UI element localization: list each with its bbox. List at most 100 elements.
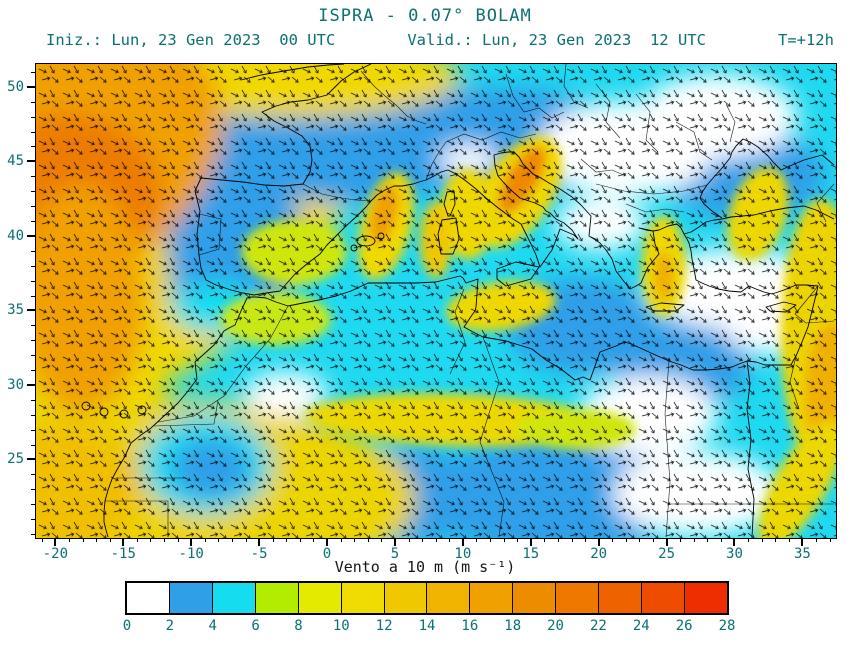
y-tick bbox=[27, 85, 35, 88]
colorbar-tick-label: 6 bbox=[251, 618, 260, 634]
x-tick-label: 10 bbox=[454, 546, 472, 562]
x-tick bbox=[367, 538, 369, 542]
colorbar-tick-label: 20 bbox=[547, 618, 564, 634]
x-tick bbox=[761, 538, 763, 542]
x-tick bbox=[612, 538, 614, 542]
x-tick bbox=[476, 538, 478, 542]
y-tick bbox=[27, 160, 35, 163]
x-tick bbox=[490, 538, 491, 542]
y-tick-label: 35 bbox=[7, 302, 24, 319]
colorbar-segment bbox=[383, 583, 427, 613]
colorbar-tick-label: 2 bbox=[165, 618, 175, 634]
y-tick bbox=[31, 429, 35, 431]
colorbar-segment bbox=[297, 583, 341, 613]
colorbar-segment bbox=[340, 583, 384, 613]
latitude-axis: 25 30 35 40 45 50 bbox=[0, 63, 35, 539]
x-tick-label: 30 bbox=[726, 546, 743, 562]
colorbar-tick-label: 8 bbox=[294, 618, 303, 634]
map-canvas bbox=[35, 63, 837, 539]
x-tick bbox=[461, 538, 464, 546]
y-tick bbox=[31, 146, 35, 148]
y-tick bbox=[31, 295, 35, 297]
x-tick bbox=[177, 538, 179, 542]
y-tick bbox=[31, 206, 35, 208]
colorbar-segment bbox=[641, 583, 684, 613]
colorbar-ticks: 0 2 4 6 8 10 12 14 16 18 20 22 24 26 28 bbox=[123, 618, 736, 638]
x-tick bbox=[190, 538, 193, 546]
x-tick bbox=[272, 538, 274, 542]
x-tick bbox=[408, 538, 410, 542]
x-tick bbox=[503, 538, 505, 542]
y-tick bbox=[31, 489, 35, 491]
x-tick-label: -10 bbox=[178, 546, 204, 562]
colorbar-segment bbox=[168, 583, 212, 613]
x-tick bbox=[164, 538, 166, 542]
longitude-axis: -20 -15 -10 -5 0 5 10 15 20 25 30 35 bbox=[35, 538, 837, 566]
colorbar-tick-label: 28 bbox=[718, 618, 736, 634]
x-tick bbox=[449, 538, 451, 542]
x-tick bbox=[529, 538, 532, 546]
y-tick-label: 25 bbox=[7, 451, 24, 468]
y-tick bbox=[31, 474, 35, 476]
wind-arrows-layer bbox=[36, 64, 836, 538]
colorbar-segment bbox=[469, 583, 513, 613]
x-tick bbox=[150, 538, 152, 542]
y-tick bbox=[31, 221, 35, 222]
init-time-label: Iniz.: Lun, 23 Gen 2023 00 UTC bbox=[46, 31, 336, 49]
x-tick bbox=[680, 538, 682, 542]
x-tick bbox=[829, 538, 831, 542]
x-tick bbox=[733, 538, 736, 546]
y-tick bbox=[31, 399, 35, 401]
y-tick bbox=[31, 116, 35, 118]
wind-field-map bbox=[36, 64, 836, 538]
colorbar-segment bbox=[598, 583, 642, 613]
x-tick bbox=[218, 538, 220, 542]
y-tick bbox=[31, 71, 35, 73]
x-tick bbox=[788, 538, 790, 542]
x-tick bbox=[707, 538, 709, 542]
run-info-bar: Iniz.: Lun, 23 Gen 2023 00 UTC Valid.: L… bbox=[46, 31, 834, 49]
colorbar-tick-label: 10 bbox=[332, 618, 350, 634]
colorbar-segment bbox=[555, 583, 599, 613]
x-tick-label: -15 bbox=[110, 546, 136, 562]
y-tick bbox=[31, 444, 35, 446]
colorbar-tick-label: 12 bbox=[375, 618, 393, 634]
x-tick bbox=[517, 538, 519, 542]
x-tick bbox=[625, 538, 627, 542]
x-tick bbox=[326, 538, 329, 546]
x-tick bbox=[720, 538, 722, 542]
y-tick bbox=[27, 234, 35, 237]
y-tick bbox=[31, 325, 35, 327]
y-tick bbox=[31, 131, 35, 133]
colorbar-segment bbox=[127, 583, 169, 613]
forecast-step-label: T=+12h bbox=[777, 31, 834, 49]
x-tick bbox=[258, 538, 261, 546]
colorbar-segment bbox=[211, 583, 255, 613]
x-tick bbox=[245, 538, 247, 542]
x-tick bbox=[68, 538, 70, 542]
colorbar-tick-label: 18 bbox=[504, 618, 522, 634]
x-tick bbox=[585, 538, 587, 542]
x-tick bbox=[340, 538, 342, 542]
y-tick-label: 50 bbox=[7, 78, 24, 95]
x-tick bbox=[381, 538, 383, 542]
y-tick bbox=[31, 191, 35, 193]
colorbar-tick-label: 24 bbox=[632, 618, 650, 634]
x-tick bbox=[204, 538, 206, 542]
y-tick-label: 30 bbox=[7, 376, 24, 393]
y-tick bbox=[31, 504, 35, 506]
x-tick bbox=[41, 538, 43, 542]
x-tick-label: 25 bbox=[658, 546, 676, 562]
colorbar-segment bbox=[254, 583, 298, 613]
x-tick bbox=[82, 538, 84, 542]
x-tick bbox=[435, 538, 437, 542]
colorbar bbox=[125, 581, 729, 615]
y-tick-label: 40 bbox=[7, 227, 24, 244]
y-tick bbox=[31, 176, 35, 178]
colorbar-segment bbox=[426, 583, 470, 613]
x-tick bbox=[122, 538, 125, 546]
x-tick bbox=[597, 538, 600, 546]
x-tick-label: 0 bbox=[322, 546, 332, 562]
y-tick bbox=[31, 370, 35, 372]
y-tick bbox=[31, 414, 35, 416]
